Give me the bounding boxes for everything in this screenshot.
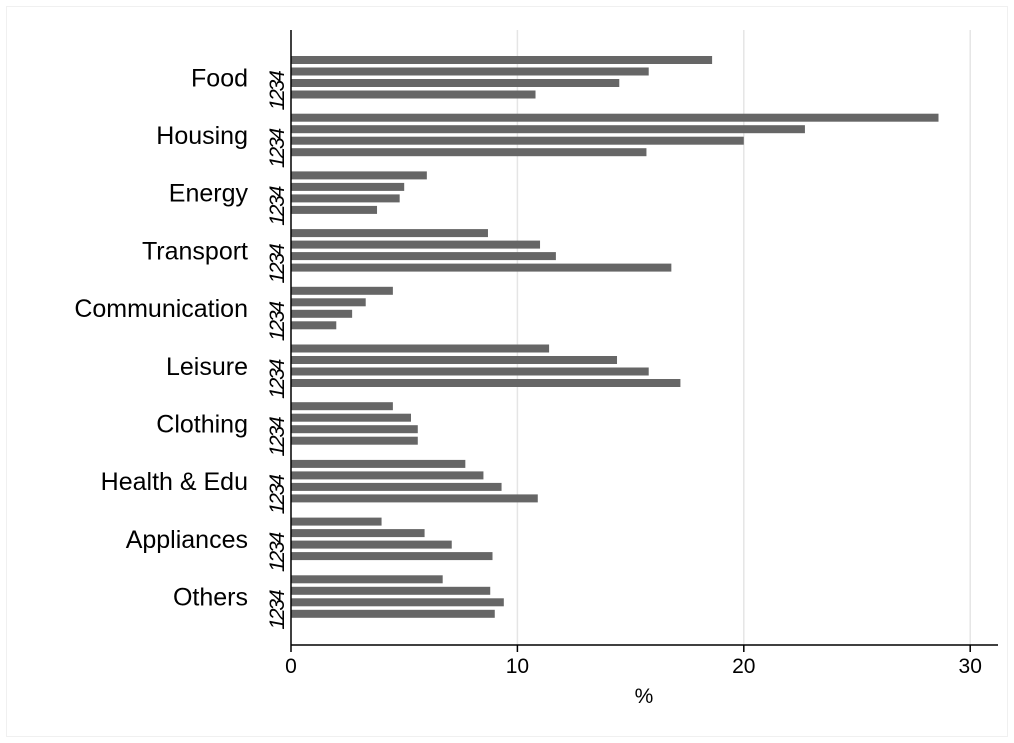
bar — [291, 286, 393, 295]
series-sub-label: 4 — [266, 70, 289, 82]
bar — [291, 482, 502, 491]
x-tick-label: 30 — [959, 655, 982, 678]
bar — [291, 182, 405, 191]
series-sub-label: 2 — [266, 204, 289, 217]
bar — [291, 56, 713, 64]
bar — [291, 79, 620, 87]
bar — [291, 344, 550, 353]
bar — [291, 575, 443, 584]
bar — [291, 113, 939, 122]
x-axis-title: % — [635, 685, 654, 708]
bar — [291, 205, 378, 214]
bar — [291, 229, 488, 238]
series-sub-label: 4 — [266, 128, 289, 140]
bar — [291, 494, 538, 503]
bar — [291, 471, 484, 480]
bar — [291, 90, 536, 99]
series-sub-label: 1 — [266, 445, 289, 457]
bar — [291, 263, 672, 272]
bar — [291, 321, 337, 330]
series-sub-label: 3 — [266, 252, 289, 264]
series-sub-label: 3 — [266, 368, 289, 380]
bar — [291, 413, 411, 422]
series-sub-label: 3 — [266, 79, 289, 91]
series-sub-label: 1 — [266, 387, 289, 399]
bar — [291, 459, 466, 468]
bar — [291, 309, 353, 318]
category-label: Others — [173, 584, 248, 612]
series-sub-label: 3 — [266, 599, 289, 611]
bar — [291, 148, 647, 157]
series-sub-label: 3 — [266, 426, 289, 438]
series-sub-label: 4 — [266, 474, 289, 486]
bar — [291, 517, 382, 526]
series-sub-label: 4 — [266, 359, 289, 371]
series-sub-label: 4 — [266, 243, 289, 255]
series-sub-label: 4 — [266, 186, 289, 198]
category-label: Energy — [169, 180, 249, 208]
series-sub-label: 1 — [266, 503, 289, 515]
x-tick-label: 0 — [285, 655, 297, 678]
bar — [291, 367, 649, 376]
bar — [291, 540, 452, 549]
bar — [291, 598, 504, 607]
category-label: Food — [191, 64, 248, 92]
series-sub-label: 2 — [266, 493, 289, 506]
bar — [291, 609, 495, 618]
bar — [291, 171, 427, 180]
bar — [291, 136, 744, 145]
bar — [291, 125, 805, 134]
series-sub-label: 1 — [266, 156, 289, 168]
category-label: Communication — [74, 295, 248, 323]
bar — [291, 298, 366, 307]
series-sub-label: 3 — [266, 310, 289, 322]
category-label: Clothing — [156, 410, 248, 438]
series-sub-label: 1 — [266, 99, 289, 111]
bar — [291, 586, 491, 595]
series-sub-label: 1 — [266, 618, 289, 630]
category-label: Housing — [156, 122, 248, 150]
series-sub-label: 2 — [266, 377, 289, 390]
series-sub-label: 2 — [266, 89, 289, 102]
series-sub-label: 2 — [266, 262, 289, 275]
series-sub-label: 4 — [266, 589, 289, 601]
series-sub-label: 1 — [266, 560, 289, 572]
category-label: Transport — [142, 237, 248, 265]
bar — [291, 379, 681, 387]
bar — [291, 436, 418, 445]
bar — [291, 402, 393, 411]
bar — [291, 252, 556, 261]
x-tick-label: 10 — [506, 655, 529, 678]
bar — [291, 552, 493, 561]
series-sub-label: 3 — [266, 137, 289, 149]
category-label: Leisure — [166, 353, 248, 381]
series-sub-label: 4 — [266, 532, 289, 544]
series-sub-label: 3 — [266, 195, 289, 207]
series-sub-label: 3 — [266, 541, 289, 553]
chart-frame — [6, 6, 1008, 737]
series-sub-label: 4 — [266, 416, 289, 428]
series-sub-label: 4 — [266, 301, 289, 313]
bar — [291, 529, 425, 538]
series-sub-label: 1 — [266, 329, 289, 341]
series-sub-label: 1 — [266, 272, 289, 284]
series-sub-label: 2 — [266, 608, 289, 621]
bar — [291, 356, 618, 364]
bar — [291, 425, 418, 434]
series-sub-label: 2 — [266, 320, 289, 333]
series-sub-label: 3 — [266, 483, 289, 495]
category-label: Appliances — [126, 526, 248, 554]
bar — [291, 240, 541, 249]
series-sub-label: 2 — [266, 147, 289, 160]
category-label: Health & Edu — [101, 468, 248, 496]
series-sub-label: 2 — [266, 435, 289, 448]
bar — [291, 194, 400, 203]
series-sub-label: 1 — [266, 214, 289, 226]
x-tick-label: 20 — [732, 655, 755, 678]
series-sub-label: 2 — [266, 550, 289, 563]
bar — [291, 67, 649, 76]
